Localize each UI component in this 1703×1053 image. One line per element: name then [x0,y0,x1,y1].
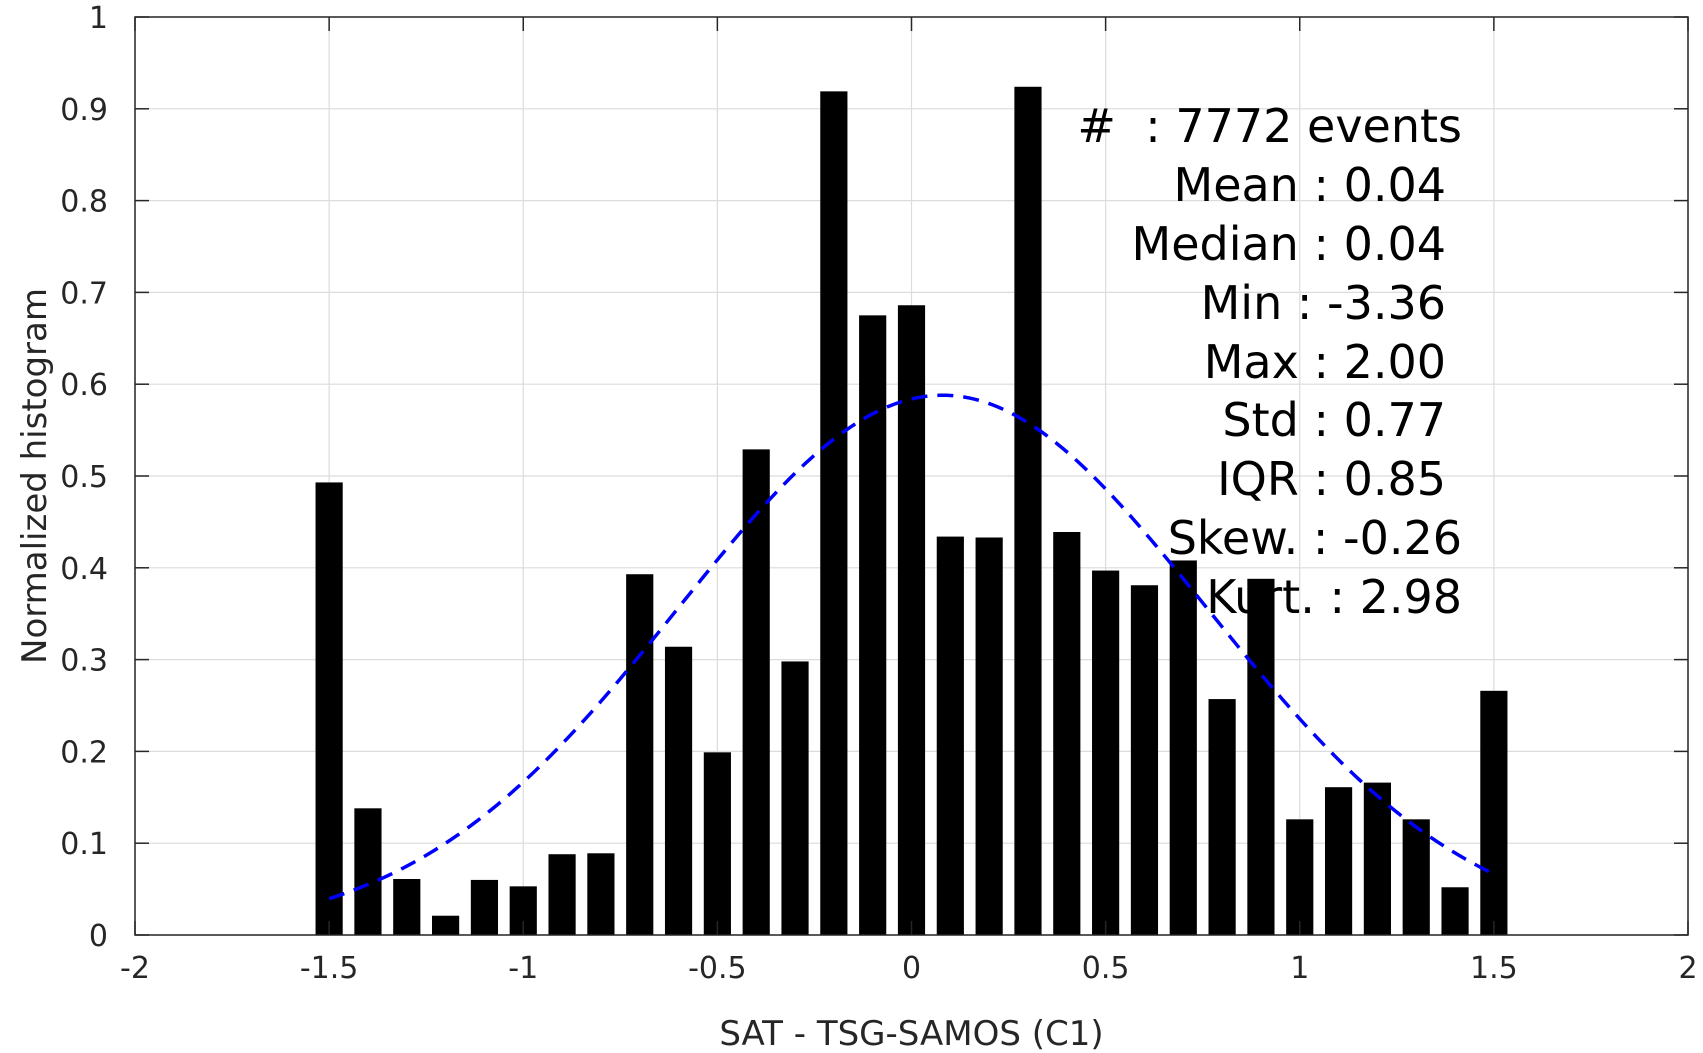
bar-17 [975,537,1003,935]
x-tick-label-2: -1 [508,951,538,986]
bar-23 [1208,699,1236,935]
stat-line-1: Mean : 0.04 [1174,158,1447,212]
y-tick-label-7: 0.7 [60,276,108,311]
y-tick-label-6: 0.6 [60,368,108,403]
bar-14 [859,315,887,936]
x-tick-label-3: -0.5 [688,951,747,986]
bar-13 [820,91,848,935]
stat-line-4: Max : 2.00 [1204,335,1446,389]
stat-line-0: # : 7772 events [1077,99,1462,153]
x-tick-label-4: 0 [902,951,921,986]
bar-18 [1014,86,1042,935]
y-tick-label-4: 0.4 [60,552,108,587]
x-tick-label-6: 1 [1290,951,1309,986]
y-tick-label-1: 0.1 [60,827,108,862]
y-tick-label-3: 0.3 [60,644,108,679]
bar-3 [432,915,460,935]
bar-27 [1363,782,1391,935]
x-tick-label-1: -1.5 [300,951,359,986]
x-tick-labels: -2 -1.5 -1 -0.5 0 0.5 1 1.5 2 [120,951,1698,986]
axis-ticks [134,16,1689,936]
bar-22 [1169,560,1197,935]
x-tick-label-0: -2 [120,951,150,986]
stat-line-3: Min : -3.36 [1201,276,1446,330]
bar-20 [1092,570,1120,935]
x-axis-label: SAT - TSG-SAMOS (C1) [719,1014,1103,1053]
bar-25 [1286,819,1314,935]
bar-30 [1480,690,1508,935]
y-tick-label-5: 0.5 [60,460,108,495]
x-tick-label-8: 2 [1678,951,1697,986]
y-tick-label-8: 0.8 [60,185,108,220]
y-tick-label-10: 1 [89,1,108,36]
bar-9 [664,646,693,935]
y-tick-labels: 0 0.1 0.2 0.3 0.4 0.5 0.6 0.7 0.8 0.9 1 [60,1,108,954]
y-tick-label-2: 0.2 [60,735,108,770]
stat-line-2: Median : 0.04 [1132,217,1446,271]
bar-15 [897,305,926,935]
bar-4 [470,879,499,935]
bar-11 [742,449,770,935]
bar-6 [548,854,576,935]
bar-8 [626,574,654,935]
bar-2 [393,879,421,935]
bar-24 [1247,578,1275,935]
bar-21 [1130,585,1159,935]
bar-0 [315,482,343,935]
stat-line-5: Std : 0.77 [1222,393,1446,447]
y-tick-label-9: 0.9 [60,93,108,128]
bar-19 [1053,531,1081,935]
fit-curve [328,393,1495,901]
bar-16 [936,536,964,935]
histogram-bars [315,86,1508,936]
bar-7 [587,853,615,935]
y-tick-label-0: 0 [89,919,108,954]
bar-29 [1441,887,1469,935]
bar-28 [1402,819,1430,935]
bar-10 [703,752,731,935]
x-tick-label-7: 1.5 [1470,951,1518,986]
bar-1 [354,808,382,935]
stat-line-6: IQR : 0.85 [1217,452,1446,506]
x-tick-label-5: 0.5 [1082,951,1130,986]
stat-line-7: Skew. : -0.26 [1168,511,1462,565]
y-axis-label: Normalized histogram [15,288,55,664]
stat-line-8: Kurt. : 2.98 [1206,570,1462,624]
bar-26 [1324,787,1353,935]
bar-12 [781,661,809,935]
